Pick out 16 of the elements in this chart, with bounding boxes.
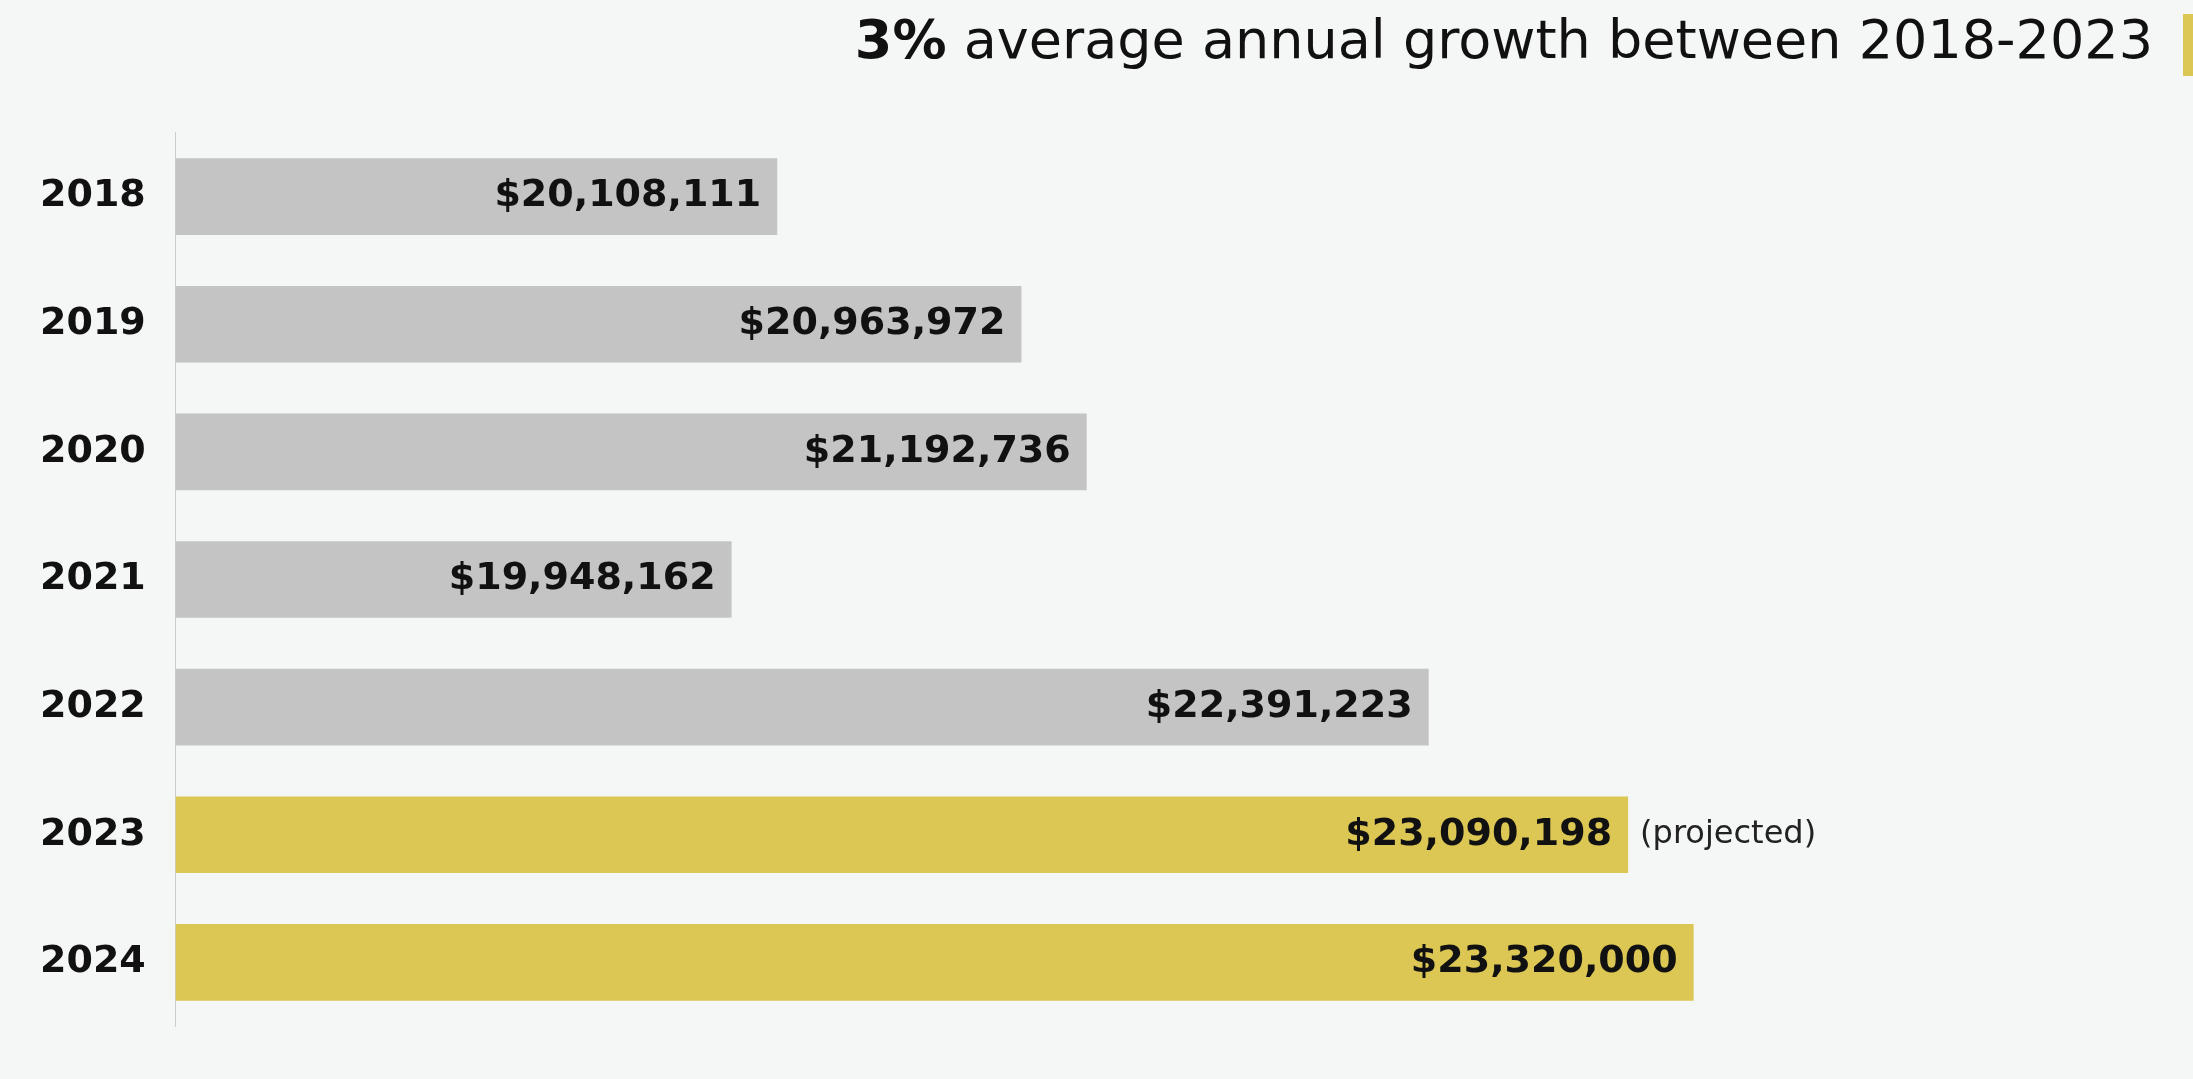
data-label: $20,963,972 xyxy=(738,299,1006,344)
data-label: $20,108,111 xyxy=(494,171,762,216)
y-tick-label: 2024 xyxy=(40,937,146,982)
y-tick-label: 2023 xyxy=(40,809,146,854)
annotation: (projected) xyxy=(1640,813,1817,852)
data-label: $22,391,223 xyxy=(1145,682,1413,726)
data-label: $23,090,198 xyxy=(1345,809,1613,854)
y-tick-label: 2021 xyxy=(40,554,146,599)
y-tick-label: 2022 xyxy=(40,682,146,726)
data-label: $19,948,162 xyxy=(448,554,716,599)
y-tick-label: 2020 xyxy=(40,426,146,471)
chart-title: 3% average annual growth between 2018-2023 xyxy=(854,8,2153,71)
y-tick-label: 2018 xyxy=(40,171,146,216)
data-label: $23,320,000 xyxy=(1410,937,1678,982)
data-label: $21,192,736 xyxy=(803,426,1071,471)
y-tick-label: 2019 xyxy=(40,299,146,344)
